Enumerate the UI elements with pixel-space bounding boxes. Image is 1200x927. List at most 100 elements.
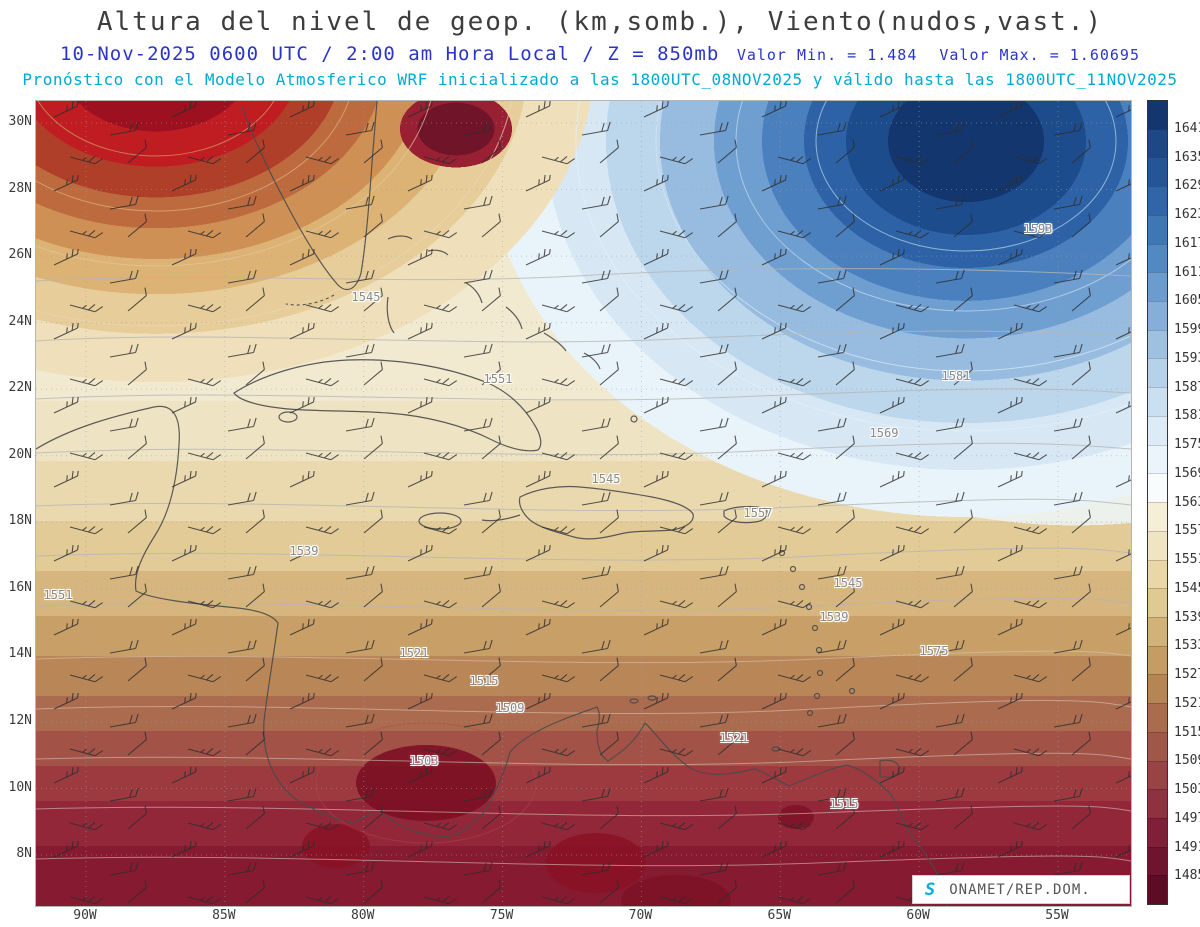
colorbar-label: 1605: [1174, 293, 1200, 309]
contour-value-label: 1575: [919, 644, 949, 658]
colorbar-label: 1539: [1174, 609, 1200, 625]
lat-tick-label: 20N: [8, 446, 32, 462]
lat-tick-label: 10N: [8, 779, 32, 795]
colorbar-label: 1557: [1174, 523, 1200, 539]
min-max-group: Valor Min. = 1.484 Valor Max. = 1.60695: [737, 46, 1140, 64]
lon-tick-label: 85W: [212, 908, 236, 923]
contour-value-label: 1521: [719, 731, 749, 745]
colorbar-label: 1563: [1174, 494, 1200, 510]
model-info-line: Pronóstico con el Modelo Atmosferico WRF…: [22, 70, 1178, 89]
colorbar-segment: [1148, 846, 1167, 876]
colorbar-segment: [1148, 415, 1167, 445]
colorbar-segment: [1148, 817, 1167, 847]
colorbar-segment: [1148, 186, 1167, 215]
lon-tick-label: 80W: [350, 908, 375, 923]
contour-value-label: 1539: [819, 610, 849, 624]
colorbar-label: 1569: [1174, 465, 1200, 481]
colorbar-label: 1533: [1174, 638, 1200, 654]
colorbar-segment: [1148, 588, 1167, 617]
colorbar-segment: [1148, 616, 1167, 646]
header-line-1: 10-Nov-2025 0600 UTC / 2:00 am Hora Loca…: [60, 43, 1140, 65]
colorbar-segment: [1148, 731, 1167, 761]
lat-tick-label: 30N: [8, 114, 32, 129]
contour-value-label: 1569: [869, 426, 899, 440]
colorbar-label: 1581: [1174, 408, 1200, 424]
contour-value-label: 1581: [941, 369, 971, 383]
contour-value-label: 1503: [409, 754, 439, 768]
contour-value-label: 1551: [483, 372, 513, 386]
contour-value-label: 1545: [833, 576, 863, 590]
colorbar-label: 1587: [1174, 379, 1200, 395]
map: 1545 1551 1545 1557 1539 1551 1545 1539 1521 1515…: [35, 100, 1132, 907]
colorbar-label: 1551: [1174, 552, 1200, 567]
lat-tick-label: 12N: [8, 712, 32, 728]
colorbar-segment: [1148, 760, 1167, 790]
lat-tick-label: 14N: [8, 646, 32, 662]
colorbar-segment: [1148, 559, 1167, 589]
contour-value-label: 1509: [495, 701, 525, 715]
colorbar-segment: [1148, 214, 1167, 244]
colorbar: [1147, 100, 1168, 905]
colorbar-segment: [1148, 473, 1167, 503]
colorbar-segment: [1148, 674, 1167, 704]
colorbar-label: 1599: [1174, 322, 1200, 337]
lat-tick-label: 24N: [8, 313, 32, 329]
contour-value-label: 1557: [743, 506, 773, 520]
colorbar-segment: [1148, 301, 1167, 330]
colorbar-label: 1509: [1174, 753, 1200, 769]
lon-tick-label: 65W: [767, 908, 792, 923]
contour-value-label: 1539: [289, 544, 319, 558]
colorbar-label: 1617: [1174, 235, 1200, 251]
colorbar-segment: [1148, 530, 1167, 560]
colorbar-segment: [1148, 444, 1167, 474]
lon-tick-label: 75W: [489, 908, 514, 923]
contour-value-label: 1593: [1023, 222, 1053, 236]
contour-value-label: 1545: [351, 290, 381, 304]
lon-tick-label: 90W: [73, 908, 97, 923]
colorbar-segment: [1148, 157, 1167, 187]
lon-tick-label: 70W: [628, 908, 653, 923]
colorbar-segment: [1148, 358, 1167, 388]
map-overlay: [36, 101, 1131, 906]
colorbar-segment: [1148, 789, 1167, 818]
colorbar-label: 1629: [1174, 178, 1200, 194]
contour-value-label: 1545: [591, 472, 621, 486]
contour-value-label: 1515: [829, 797, 859, 811]
colorbar-segment: [1148, 387, 1167, 416]
colorbar-label: 1503: [1174, 782, 1200, 797]
colorbar-label: 1623: [1174, 207, 1200, 222]
value-min-label: Valor Min. = 1.484: [736, 46, 918, 64]
lat-tick-label: 8N: [16, 846, 32, 862]
onamet-logo-icon: S: [925, 879, 936, 900]
lat-tick-label: 18N: [8, 513, 32, 529]
watermark: S ONAMET/REP.DOM.: [913, 876, 1129, 903]
colorbar-segment: [1148, 329, 1167, 359]
lon-tick-label: 60W: [906, 908, 930, 923]
watermark-text: ONAMET/REP.DOM.: [949, 881, 1091, 898]
contour-value-label: 1515: [469, 674, 499, 688]
wind-barbs-field: [36, 101, 1131, 906]
colorbar-segment: [1148, 875, 1167, 905]
lat-tick-label: 16N: [8, 579, 32, 595]
colorbar-label: 1593: [1174, 350, 1200, 366]
colorbar-label: 1497: [1174, 810, 1200, 826]
colorbar-label: 1635: [1174, 149, 1200, 165]
colorbar-segment: [1148, 243, 1167, 273]
lon-tick-label: 55W: [1045, 908, 1069, 923]
contour-value-label: 1551: [43, 588, 73, 602]
contour-value-label: 1521: [399, 646, 429, 660]
colorbar-label: 1545: [1174, 580, 1200, 596]
colorbar-segment: [1148, 272, 1167, 302]
lat-tick-label: 22N: [8, 380, 32, 396]
colorbar-segment: [1148, 128, 1167, 158]
colorbar-label: 1575: [1174, 437, 1200, 452]
colorbar-segment: [1148, 101, 1167, 129]
value-max-label: Valor Max. = 1.60695: [939, 46, 1140, 64]
colorbar-label: 1527: [1174, 667, 1200, 682]
colorbar-label: 1515: [1174, 724, 1200, 740]
page-title: Altura del nivel de geop. (km,somb.), Vi…: [96, 7, 1104, 37]
colorbar-segment: [1148, 645, 1167, 675]
